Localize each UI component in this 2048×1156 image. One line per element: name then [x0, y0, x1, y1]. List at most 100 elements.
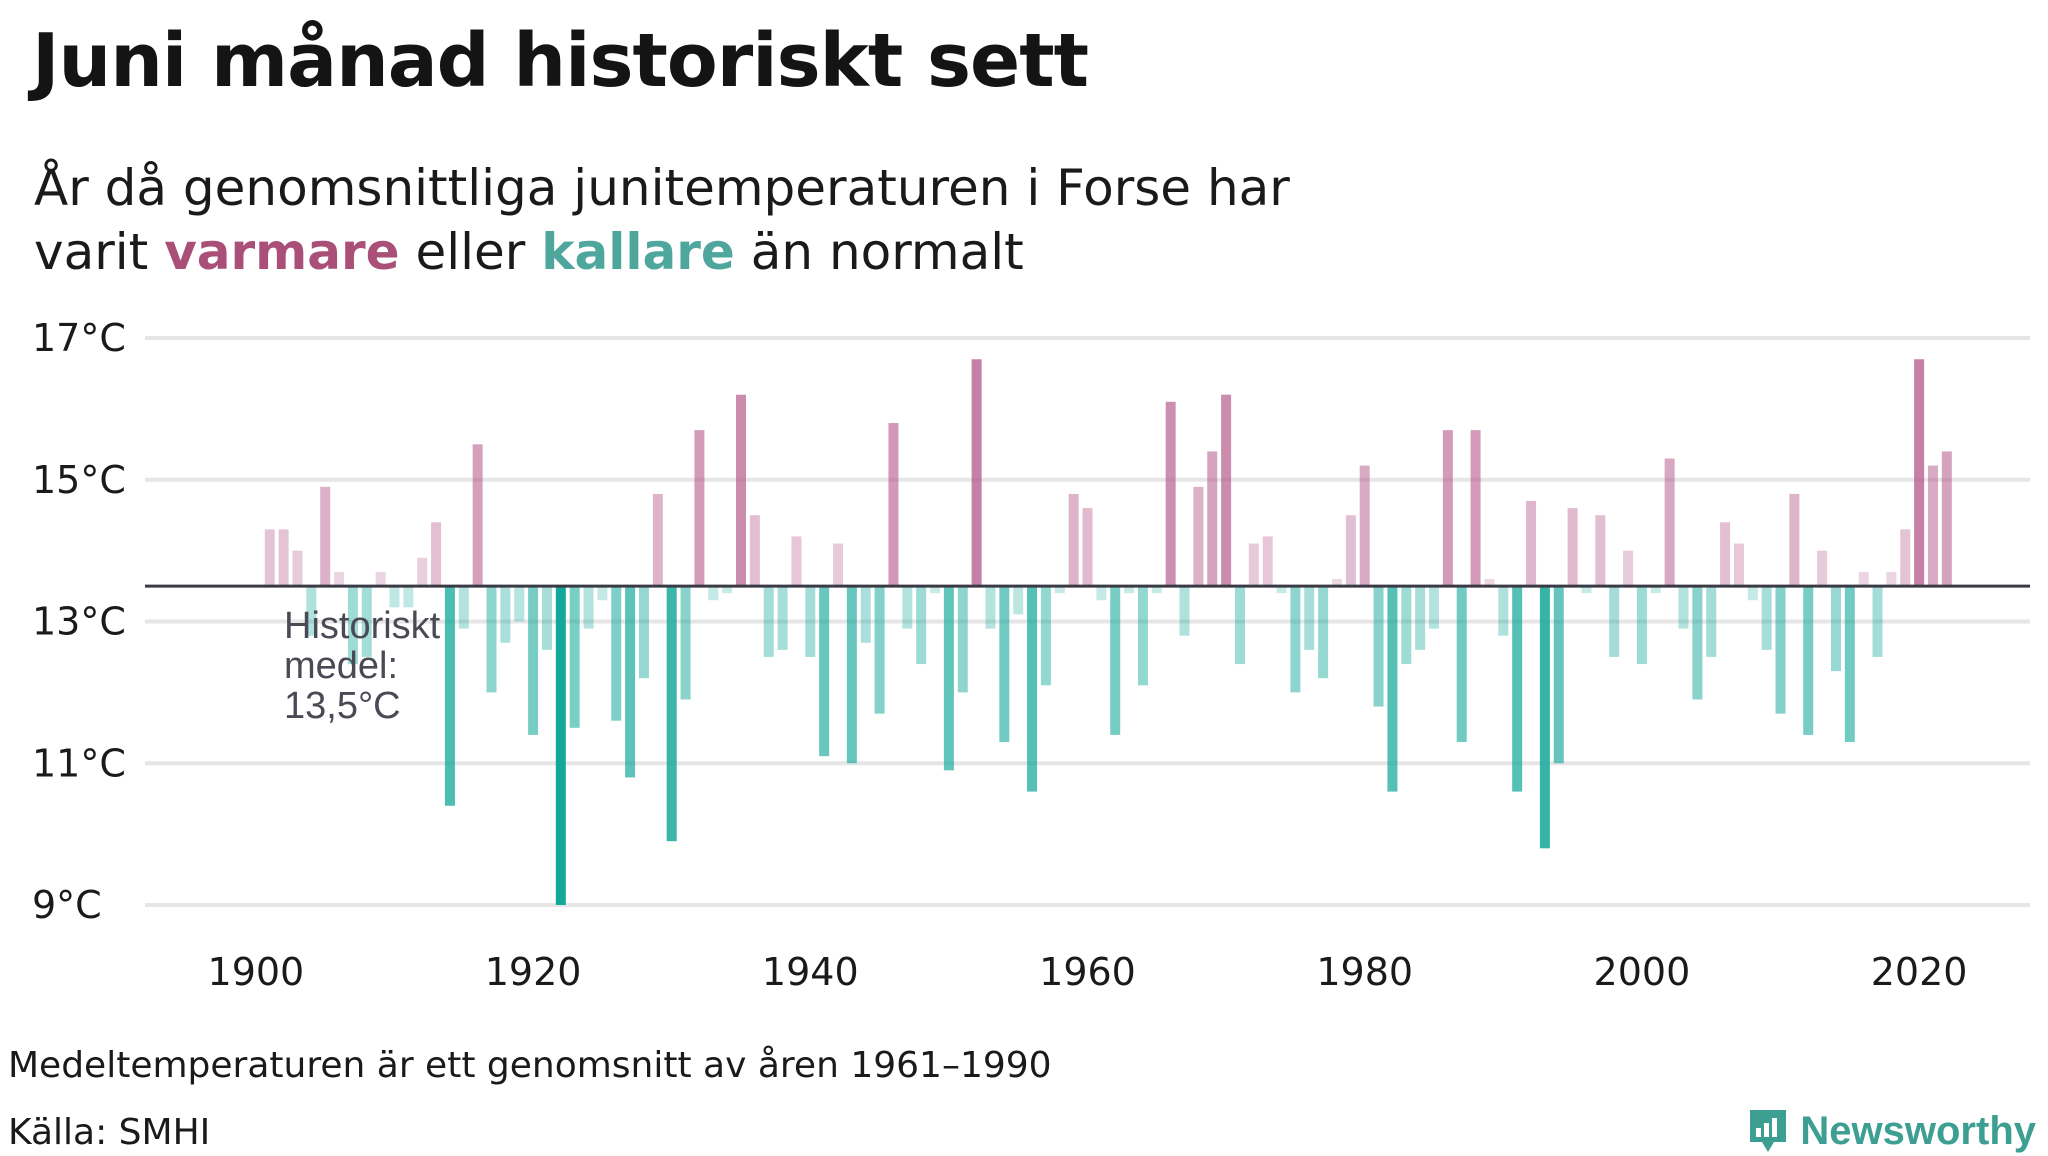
bar	[1927, 465, 1938, 587]
bar	[763, 586, 774, 657]
bar	[902, 586, 913, 629]
bar	[1331, 578, 1342, 587]
bar	[957, 586, 968, 693]
bar	[1526, 501, 1537, 587]
bar	[1747, 586, 1758, 601]
bar	[846, 586, 857, 764]
bar	[1429, 586, 1440, 629]
bar	[791, 536, 802, 587]
bar	[1775, 586, 1786, 714]
bar	[1040, 586, 1051, 686]
bar	[722, 586, 733, 594]
bar	[611, 586, 622, 721]
source-note: Källa: SMHI	[8, 1112, 211, 1153]
bar	[1415, 586, 1426, 650]
x-tick-label: 1920	[485, 950, 582, 994]
bar	[1817, 550, 1828, 587]
bar	[1151, 586, 1162, 594]
bar	[1068, 493, 1079, 587]
bar	[1650, 586, 1661, 594]
bar	[1803, 586, 1814, 735]
bar	[1387, 586, 1398, 792]
bar	[1013, 586, 1024, 615]
bar	[694, 430, 705, 587]
bar	[1706, 586, 1717, 657]
bar	[1248, 543, 1259, 587]
bar	[1914, 359, 1925, 587]
bar	[874, 586, 885, 714]
bar	[1137, 586, 1148, 686]
bar	[361, 586, 372, 657]
bar	[680, 586, 691, 700]
bar	[985, 586, 996, 629]
bar	[1872, 586, 1883, 657]
bar	[1941, 451, 1952, 587]
bar	[1124, 586, 1135, 594]
bar	[1442, 430, 1453, 587]
brand-logo: Newsworthy	[1746, 1106, 2036, 1156]
bar	[805, 586, 816, 657]
baseline-annotation: Historiskt medel: 13,5°C	[284, 605, 451, 727]
bar	[1096, 586, 1107, 601]
y-tick-label: 9°C	[32, 883, 102, 927]
bar	[625, 586, 636, 778]
bar	[278, 529, 289, 587]
bar	[458, 586, 469, 629]
bar	[860, 586, 871, 643]
bar	[389, 586, 400, 608]
bar	[1359, 465, 1370, 587]
bar	[749, 515, 760, 587]
bar	[1623, 550, 1634, 587]
temperature-bar-chart: 17°C 15°C 13°C 11°C 9°C 1900 1920 1940 1960 1980…	[32, 316, 2030, 994]
bar	[971, 359, 982, 587]
bar	[1373, 586, 1384, 707]
bar	[1110, 586, 1121, 735]
bar	[597, 586, 608, 601]
annotation-line-3: 13,5°C	[284, 685, 401, 727]
bar	[735, 394, 746, 587]
bar	[1512, 586, 1523, 792]
gridlines	[145, 336, 2030, 907]
y-tick-label: 15°C	[32, 458, 126, 502]
bar	[1262, 536, 1273, 587]
bar	[306, 586, 317, 636]
x-tick-label: 1980	[1316, 950, 1413, 994]
bar	[1664, 458, 1675, 587]
bar	[1609, 586, 1620, 657]
bar	[943, 586, 954, 771]
bar	[1678, 586, 1689, 629]
bar	[1082, 508, 1093, 587]
bar	[1789, 493, 1800, 587]
bar	[1553, 586, 1564, 764]
bar	[930, 586, 941, 594]
bar	[1886, 571, 1897, 587]
x-tick-label: 1900	[208, 950, 305, 994]
bar	[1345, 515, 1356, 587]
bar	[666, 586, 677, 842]
bar	[1567, 508, 1578, 587]
subtitle-post: än normalt	[734, 223, 1024, 281]
bar	[555, 586, 566, 905]
subtitle-line-2: varit varmare eller kallare än normalt	[34, 220, 1290, 284]
bar	[1290, 586, 1301, 693]
subtitle-pre: varit	[34, 223, 165, 281]
bar	[1761, 586, 1772, 650]
bar	[1484, 578, 1495, 587]
chart-subtitle: År då genomsnittliga junitemperaturen i …	[34, 156, 1290, 284]
bar	[1595, 515, 1606, 587]
bar	[833, 543, 844, 587]
bar	[777, 586, 788, 650]
bar	[916, 586, 927, 665]
bar	[264, 529, 275, 587]
newsworthy-logo-icon	[1750, 1110, 1787, 1152]
y-axis: 17°C 15°C 13°C 11°C 9°C	[32, 316, 126, 927]
footnote: Medeltemperaturen är ett genomsnitt av å…	[8, 1045, 1052, 1086]
bar	[1900, 529, 1911, 587]
bar	[1276, 586, 1287, 594]
y-tick-label: 13°C	[32, 600, 126, 644]
annotation-line-1: Historiskt	[284, 605, 441, 647]
bar	[500, 586, 511, 643]
bar	[1844, 586, 1855, 742]
y-tick-label: 11°C	[32, 741, 126, 785]
bar	[334, 571, 345, 587]
